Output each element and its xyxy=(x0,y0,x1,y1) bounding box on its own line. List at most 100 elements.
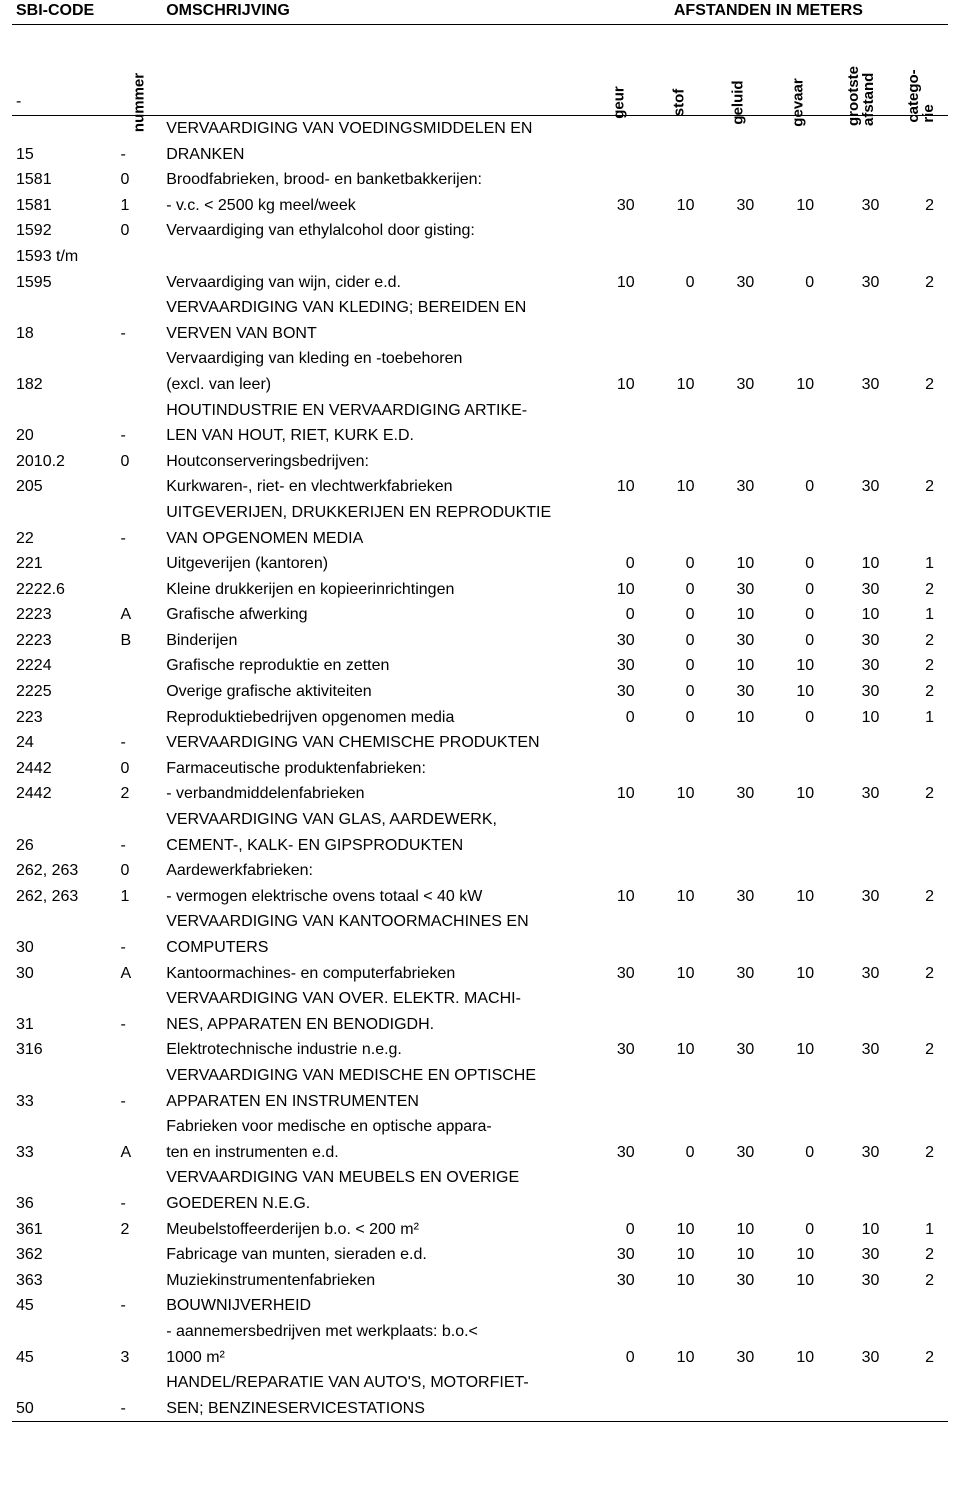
cell-num xyxy=(116,346,162,372)
cell-value-4 xyxy=(828,218,893,244)
cell-value-2: 10 xyxy=(708,602,768,628)
cell-value-2 xyxy=(708,526,768,552)
table-row: VERVAARDIGING VAN GLAS, AARDEWERK, xyxy=(12,807,948,833)
cell-value-0 xyxy=(589,398,649,424)
cell-desc: (excl. van leer) xyxy=(162,372,589,398)
cell-desc: VERVAARDIGING VAN CHEMISCHE PRODUKTEN xyxy=(162,730,589,756)
cell-value-4: 30 xyxy=(828,193,893,219)
cell-num xyxy=(116,1037,162,1063)
cell-value-0 xyxy=(589,807,649,833)
cell-value-1 xyxy=(649,321,709,347)
cell-num xyxy=(116,398,162,424)
cell-value-3: 0 xyxy=(768,577,828,603)
table-row: 24420Farmaceutische produktenfabrieken: xyxy=(12,756,948,782)
table-row: 221Uitgeverijen (kantoren)00100101 xyxy=(12,551,948,577)
cell-value-4: 30 xyxy=(828,1140,893,1166)
col-categorie-header: catego-rie xyxy=(893,25,948,116)
cell-value-0: 10 xyxy=(589,372,649,398)
cell-value-1: 0 xyxy=(649,577,709,603)
cell-value-0 xyxy=(589,142,649,168)
cell-value-1 xyxy=(649,142,709,168)
table-row: 205Kurkwaren-, riet- en vlechtwerkfabrie… xyxy=(12,474,948,500)
cell-desc: DRANKEN xyxy=(162,142,589,168)
cell-value-5 xyxy=(893,321,948,347)
cell-value-1 xyxy=(649,909,709,935)
cell-sbi: 15 xyxy=(12,142,116,168)
cell-sbi: 33 xyxy=(12,1140,116,1166)
cell-value-3 xyxy=(768,1293,828,1319)
cell-sbi: 45 xyxy=(12,1345,116,1371)
cell-num xyxy=(116,1370,162,1396)
cell-num xyxy=(116,909,162,935)
cell-desc: 1000 m² xyxy=(162,1345,589,1371)
cell-sbi: 36 xyxy=(12,1191,116,1217)
cell-value-3 xyxy=(768,398,828,424)
cell-value-5 xyxy=(893,858,948,884)
cell-value-0: 10 xyxy=(589,884,649,910)
cell-value-5 xyxy=(893,833,948,859)
cell-value-1: 0 xyxy=(649,679,709,705)
table-row: 182(excl. van leer)10103010302 xyxy=(12,372,948,398)
cell-num: 1 xyxy=(116,884,162,910)
cell-value-0: 30 xyxy=(589,1140,649,1166)
cell-value-4 xyxy=(828,142,893,168)
cell-value-0: 10 xyxy=(589,781,649,807)
cell-sbi: 262, 263 xyxy=(12,884,116,910)
cell-value-1: 10 xyxy=(649,474,709,500)
cell-sbi: 2442 xyxy=(12,781,116,807)
cell-num: - xyxy=(116,321,162,347)
cell-value-3: 0 xyxy=(768,551,828,577)
cell-value-0 xyxy=(589,1012,649,1038)
cell-value-2 xyxy=(708,244,768,270)
table-row: 262, 2630Aardewerkfabrieken: xyxy=(12,858,948,884)
cell-value-3 xyxy=(768,1370,828,1396)
cell-value-2 xyxy=(708,1293,768,1319)
cell-value-1: 0 xyxy=(649,1140,709,1166)
cell-value-1: 10 xyxy=(649,961,709,987)
cell-value-5 xyxy=(893,500,948,526)
cell-desc: Vervaardiging van kleding en -toebehoren xyxy=(162,346,589,372)
cell-value-3 xyxy=(768,986,828,1012)
cell-num: A xyxy=(116,961,162,987)
cell-sbi: 1581 xyxy=(12,193,116,219)
cell-desc: APPARATEN EN INSTRUMENTEN xyxy=(162,1089,589,1115)
table-row: 45-BOUWNIJVERHEID xyxy=(12,1293,948,1319)
cell-sbi: 24 xyxy=(12,730,116,756)
cell-value-5 xyxy=(893,1191,948,1217)
cell-value-0 xyxy=(589,1293,649,1319)
cell-value-4 xyxy=(828,1191,893,1217)
cell-desc: NES, APPARATEN EN BENODIGDH. xyxy=(162,1012,589,1038)
cell-value-1: 10 xyxy=(649,193,709,219)
cell-sbi: 362 xyxy=(12,1242,116,1268)
cell-value-4: 30 xyxy=(828,474,893,500)
cell-value-3 xyxy=(768,1191,828,1217)
cell-value-5 xyxy=(893,935,948,961)
cell-value-1: 0 xyxy=(649,705,709,731)
cell-value-4 xyxy=(828,526,893,552)
cell-value-0: 10 xyxy=(589,577,649,603)
cell-desc: CEMENT-, KALK- EN GIPSPRODUKTEN xyxy=(162,833,589,859)
cell-value-1: 0 xyxy=(649,602,709,628)
cell-value-5: 1 xyxy=(893,705,948,731)
cell-value-3 xyxy=(768,858,828,884)
cell-value-1 xyxy=(649,858,709,884)
cell-num: A xyxy=(116,602,162,628)
cell-value-3 xyxy=(768,1114,828,1140)
cell-num: - xyxy=(116,1089,162,1115)
table-row: 2223AGrafische afwerking00100101 xyxy=(12,602,948,628)
cell-value-5 xyxy=(893,167,948,193)
cell-num: 2 xyxy=(116,1217,162,1243)
cell-value-3 xyxy=(768,1089,828,1115)
cell-desc: Aardewerkfabrieken: xyxy=(162,858,589,884)
cell-sbi xyxy=(12,909,116,935)
cell-value-0 xyxy=(589,1063,649,1089)
cell-value-1 xyxy=(649,449,709,475)
cell-value-1: 10 xyxy=(649,781,709,807)
cell-value-5: 1 xyxy=(893,1217,948,1243)
cell-value-1: 10 xyxy=(649,1242,709,1268)
cell-desc: - verbandmiddelenfabrieken xyxy=(162,781,589,807)
cell-value-2 xyxy=(708,909,768,935)
table-row: 1595Vervaardiging van wijn, cider e.d.10… xyxy=(12,270,948,296)
cell-desc: VERVAARDIGING VAN KLEDING; BEREIDEN EN xyxy=(162,295,589,321)
cell-value-5 xyxy=(893,1114,948,1140)
